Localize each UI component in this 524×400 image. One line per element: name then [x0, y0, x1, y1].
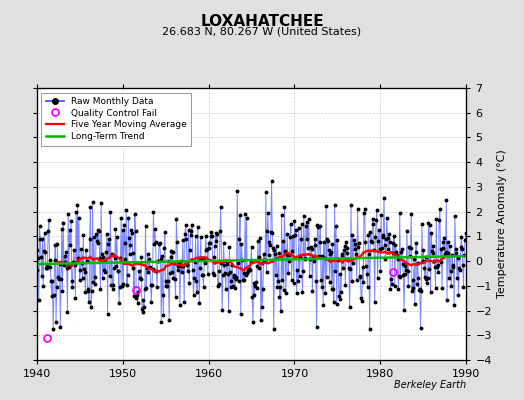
Y-axis label: Temperature Anomaly (°C): Temperature Anomaly (°C)	[497, 150, 507, 298]
Legend: Raw Monthly Data, Quality Control Fail, Five Year Moving Average, Long-Term Tren: Raw Monthly Data, Quality Control Fail, …	[41, 92, 191, 146]
Text: LOXAHATCHEE: LOXAHATCHEE	[200, 14, 324, 29]
Text: 26.683 N, 80.267 W (United States): 26.683 N, 80.267 W (United States)	[162, 26, 362, 36]
Text: Berkeley Earth: Berkeley Earth	[394, 380, 466, 390]
